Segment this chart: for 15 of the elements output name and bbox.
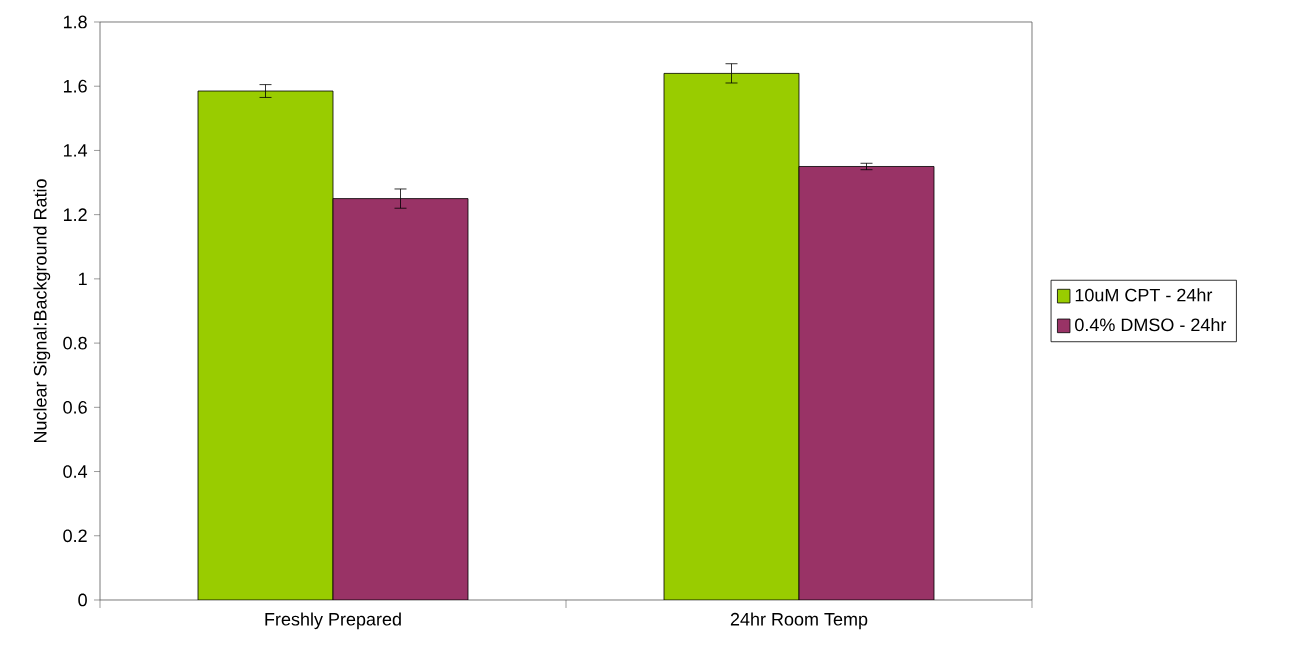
y-tick-label: 1.4: [63, 144, 88, 157]
y-tick-label: 0.8: [63, 336, 87, 350]
y-tick-label: 1: [78, 272, 87, 286]
y-tick-label: 0.2: [63, 529, 87, 543]
y-tick-label: 0.4: [63, 465, 88, 478]
x-tick-label: 24hr Room Temp: [730, 612, 868, 630]
y-tick-label: 1.8: [63, 15, 87, 29]
x-tick-label: Freshly Prepared: [265, 612, 401, 630]
legend-label: 0.4% DMSO - 24hr: [1075, 317, 1227, 332]
y-axis-title: Nuclear Signal:Background Ratio: [33, 179, 51, 443]
y-tick-label: 0: [78, 593, 87, 607]
y-tick-label: 1.6: [63, 79, 87, 93]
legend-label: 10uM CPT - 24hr: [1075, 288, 1213, 302]
y-tick-label: 1.2: [63, 208, 87, 221]
y-tick-label: 0.6: [63, 400, 87, 414]
